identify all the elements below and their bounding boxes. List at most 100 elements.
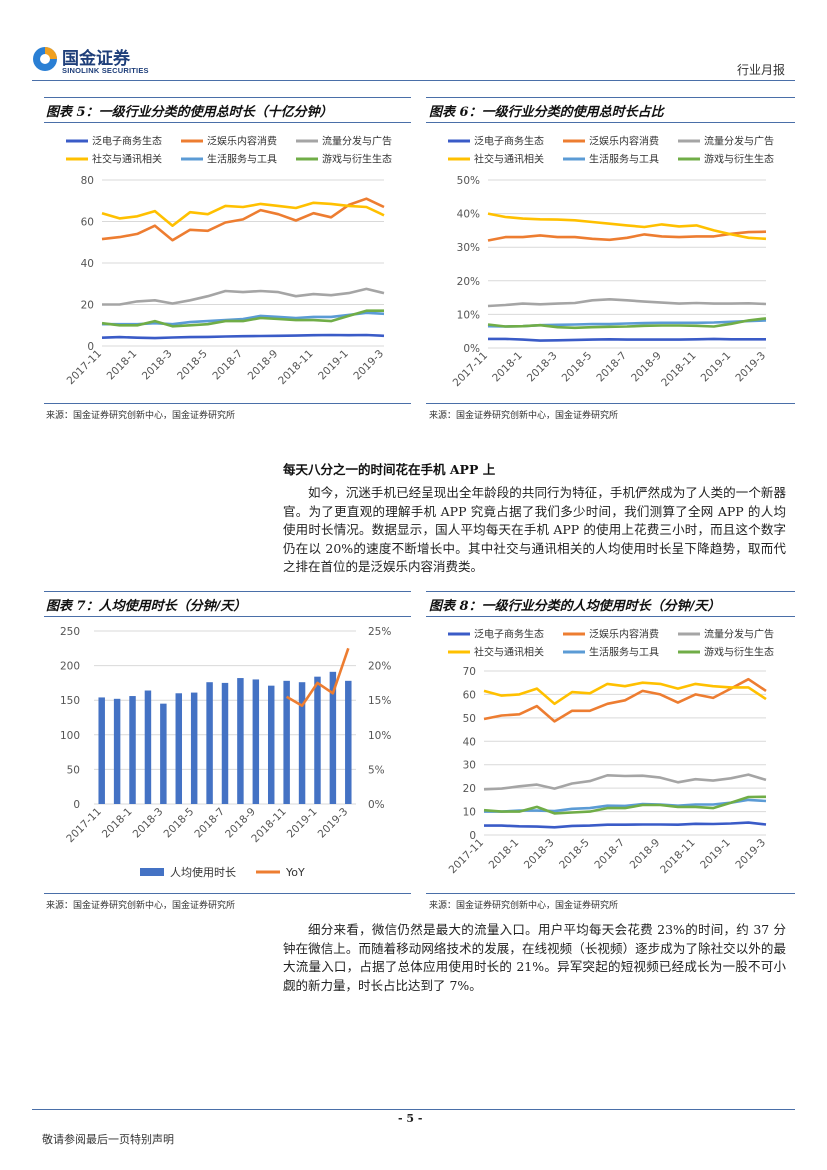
x-tick-label-1: 2018-1 xyxy=(490,350,525,385)
legend-label-0: 泛电子商务生态 xyxy=(92,135,162,148)
fig8-bottom-rule xyxy=(426,893,795,894)
fig7-title-rule xyxy=(44,616,411,617)
company-logo-english: SINOLINK SECURITIES xyxy=(62,66,149,75)
x-tick-label-3: 2018-5 xyxy=(557,837,592,872)
x-tick-label-2: 2018-3 xyxy=(140,348,175,383)
disclaimer-note: 敬请参阅最后一页特别声明 xyxy=(42,1133,174,1146)
bar-14 xyxy=(314,676,321,804)
bar-2 xyxy=(129,696,136,804)
series-line-5 xyxy=(101,309,384,328)
series-line-3 xyxy=(483,681,767,706)
fig8-source: 来源：国金证券研究创新中心，国金证券研究所 xyxy=(429,901,619,911)
legend-label-3: 社交与通讯相关 xyxy=(92,153,162,166)
fig6-title-rule xyxy=(426,122,795,123)
x-tick-label-6: 2018-11 xyxy=(659,350,699,390)
x-tick-label-5: 2018-9 xyxy=(246,348,281,383)
bar-5 xyxy=(175,693,183,804)
series-line-3 xyxy=(101,201,385,227)
y-tick-label-1: 20 xyxy=(81,300,94,312)
series-line-1 xyxy=(483,677,767,723)
yoy-line xyxy=(285,647,350,707)
bar-12 xyxy=(283,680,290,804)
bar-13 xyxy=(298,682,306,804)
y2-tick-label-3: 15% xyxy=(368,695,391,707)
series-line-3 xyxy=(487,212,767,241)
fig8-title-rule xyxy=(426,616,795,617)
bar-8 xyxy=(221,682,229,804)
legend-label-0: 泛电子商务生态 xyxy=(474,628,544,641)
y2-tick-label-4: 20% xyxy=(368,661,391,673)
legend-label-1: 泛娱乐内容消费 xyxy=(207,135,277,148)
fig8-top-rule xyxy=(426,591,795,592)
x-tick-label-6: 2018-11 xyxy=(658,837,698,877)
x-tick-label-0: 2017-11 xyxy=(64,806,104,846)
body-paragraph-1: 如今，沉迷手机已经呈现出全年龄段的共同行为特征，手机俨然成为了人类的一个新器官。… xyxy=(283,485,786,574)
bar-1 xyxy=(113,698,121,804)
y-tick-label-0: 0% xyxy=(463,343,480,355)
series-line-2 xyxy=(487,298,767,308)
bar-10 xyxy=(252,679,260,804)
x-tick-label-7: 2019-1 xyxy=(698,837,733,872)
fig6-source: 来源：国金证券研究创新中心，国金证券研究所 xyxy=(429,411,619,421)
x-tick-label-5: 2018-9 xyxy=(629,350,664,385)
x-tick-label-4: 2018-7 xyxy=(592,837,627,872)
y-tick-label-2: 100 xyxy=(60,730,80,742)
y-tick-label-1: 10% xyxy=(457,309,480,321)
y-tick-label-5: 250 xyxy=(60,626,80,638)
x-tick-label-4: 2018-7 xyxy=(192,806,227,841)
fig6-bottom-rule xyxy=(426,403,795,404)
bar-4 xyxy=(160,703,167,804)
y-tick-label-2: 20 xyxy=(463,783,476,795)
section-heading: 每天八分之一的时间花在手机 APP 上 xyxy=(283,462,496,477)
series-line-4 xyxy=(484,798,767,813)
y2-tick-label-2: 10% xyxy=(368,730,391,742)
y-tick-label-7: 70 xyxy=(463,666,476,678)
x-tick-label-0: 2017-11 xyxy=(451,350,491,390)
fig7-title: 图表 7：人均使用时长（分钟/天） xyxy=(46,599,247,614)
sinolink-logo-icon xyxy=(33,47,57,71)
legend-label-0: 人均使用时长 xyxy=(170,866,236,879)
x-tick-label-7: 2019-1 xyxy=(316,348,351,383)
body-paragraph-2: 细分来看，微信仍然是最大的流量入口。用户平均每天会花费 23%的时间，约 37 … xyxy=(283,922,786,993)
series-line-0 xyxy=(484,821,767,829)
x-tick-label-3: 2018-5 xyxy=(175,348,210,383)
fig7-bottom-rule xyxy=(44,893,411,894)
legend-label-2: 流量分发与广告 xyxy=(704,628,774,641)
fig5-title: 图表 5：一级行业分类的使用总时长（十亿分钟） xyxy=(46,105,333,120)
y2-tick-label-0: 0% xyxy=(368,799,385,811)
x-tick-label-2: 2018-3 xyxy=(525,350,560,385)
y-tick-label-3: 60 xyxy=(81,217,94,229)
bar-11 xyxy=(267,685,275,804)
series-line-2 xyxy=(102,287,385,306)
fig7-top-rule xyxy=(44,591,411,592)
footer-divider xyxy=(32,1109,795,1110)
fig5-title-rule xyxy=(44,122,411,123)
legend-label-1: YoY xyxy=(285,866,305,879)
legend-label-5: 游戏与衍生生态 xyxy=(704,646,774,659)
legend-label-1: 泛娱乐内容消费 xyxy=(589,628,659,641)
x-tick-label-0: 2017-11 xyxy=(447,837,487,877)
x-tick-label-4: 2018-7 xyxy=(210,348,245,383)
y-tick-label-0: 0 xyxy=(73,799,80,811)
legend-swatch-0 xyxy=(140,868,164,876)
x-tick-label-2: 2018-3 xyxy=(522,837,557,872)
y-tick-label-2: 20% xyxy=(457,276,480,288)
fig7-bar-line-chart: 0501001502002500%5%10%15%20%25%2017-1120… xyxy=(60,626,391,879)
y-tick-label-5: 50 xyxy=(463,713,476,725)
series-line-2 xyxy=(483,773,767,791)
legend-label-5: 游戏与衍生生态 xyxy=(322,153,392,166)
bar-0 xyxy=(98,697,105,804)
y-tick-label-4: 200 xyxy=(60,661,80,673)
legend-label-3: 社交与通讯相关 xyxy=(474,153,544,166)
legend-label-1: 泛娱乐内容消费 xyxy=(589,135,659,148)
x-tick-label-2: 2018-3 xyxy=(131,806,166,841)
bar-15 xyxy=(329,671,337,804)
company-logo-name: 国金证券 xyxy=(62,49,130,69)
fig7-source: 来源：国金证券研究创新中心，国金证券研究所 xyxy=(46,901,236,911)
y2-tick-label-1: 5% xyxy=(368,764,385,776)
legend-label-0: 泛电子商务生态 xyxy=(474,135,544,148)
x-tick-label-7: 2019-1 xyxy=(699,350,734,385)
y-tick-label-4: 80 xyxy=(81,175,94,187)
y2-tick-label-5: 25% xyxy=(368,626,391,638)
